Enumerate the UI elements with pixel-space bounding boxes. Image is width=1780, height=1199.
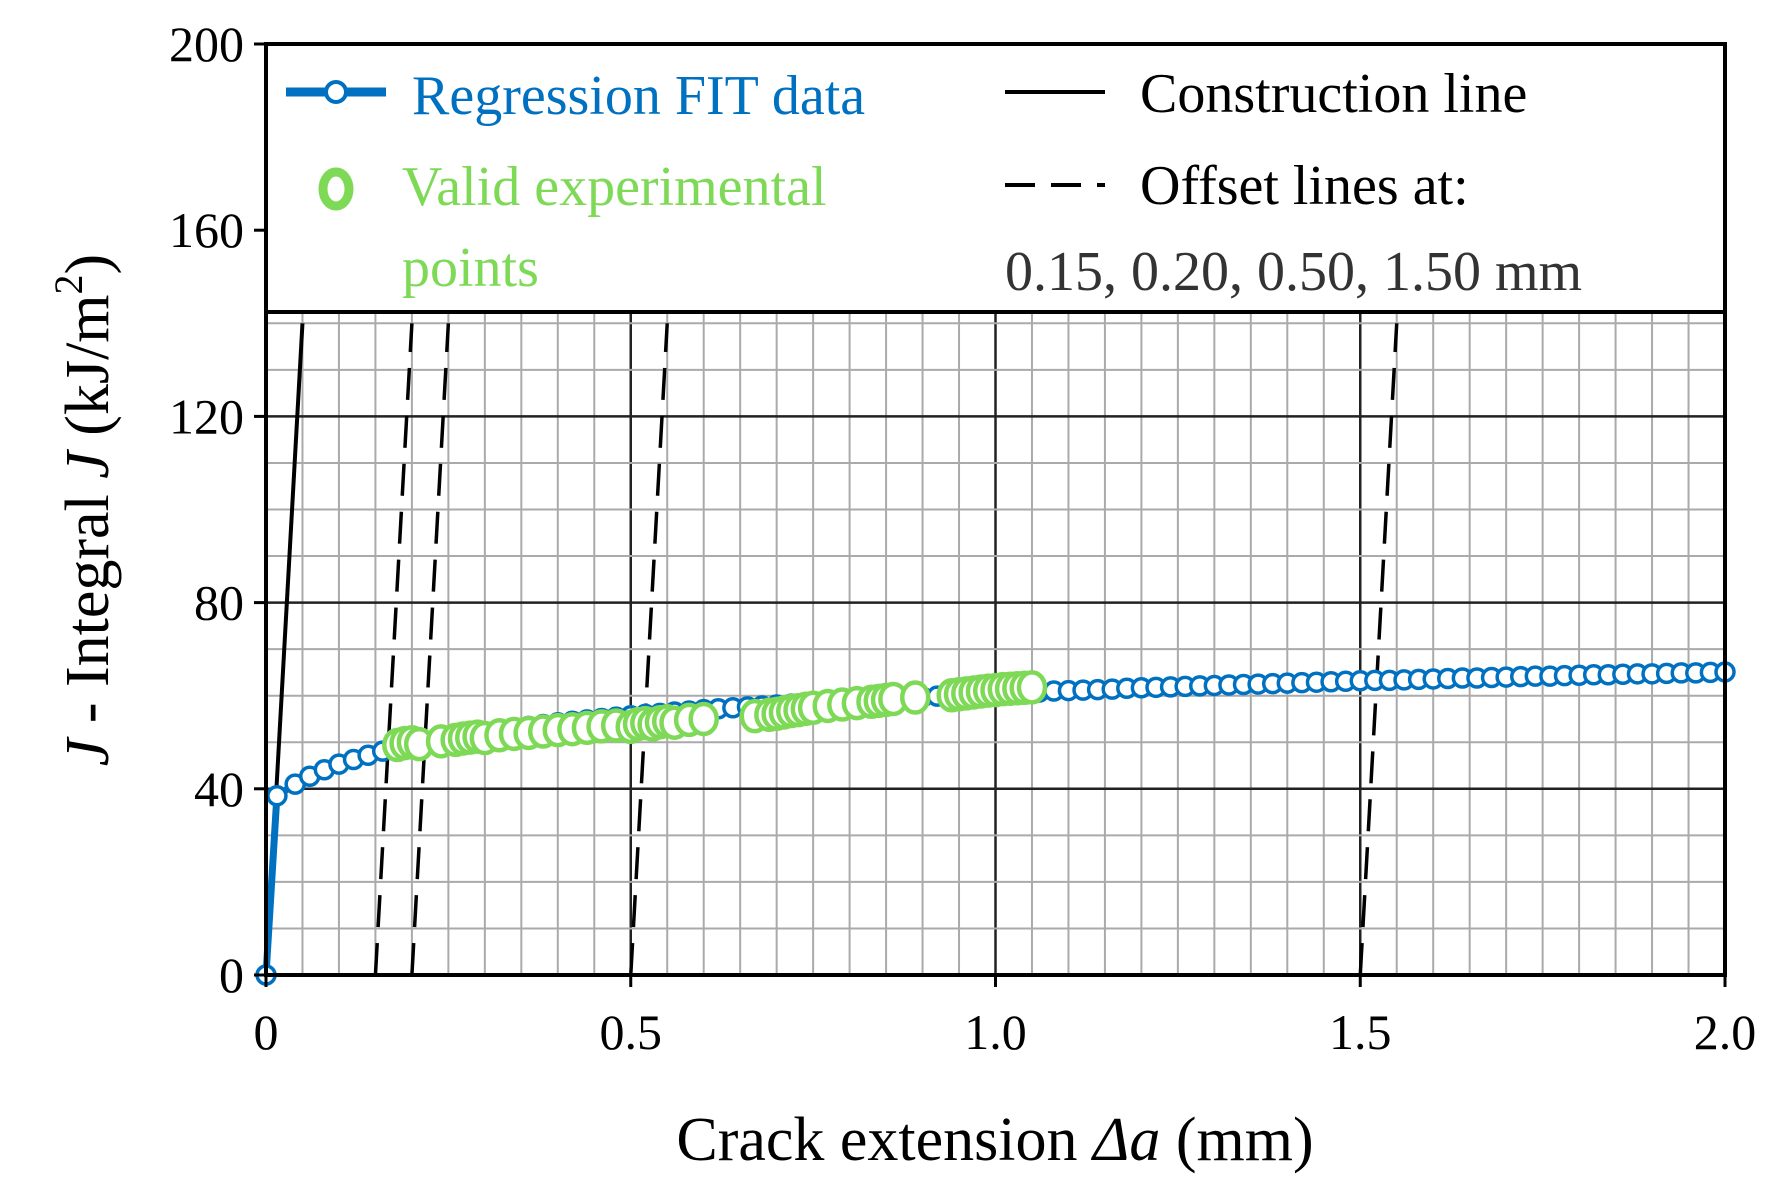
x-tick-label: 0	[254, 1004, 279, 1060]
offset-line	[1358, 323, 1399, 976]
x-axis-ticks: 0 0.5 1.0 1.5 2.0	[254, 975, 1757, 1060]
y-tick-label: 160	[169, 202, 244, 258]
legend-box	[264, 42, 1727, 314]
y-axis-ticks: 0 40 80 120 160 200	[169, 16, 266, 1003]
offset-lines	[373, 323, 1399, 976]
y-tick-label: 200	[169, 16, 244, 72]
experimental-point	[900, 680, 931, 715]
x-tick-label: 1.5	[1329, 1004, 1392, 1060]
legend-experimental-marker	[318, 167, 354, 211]
y-tick-label: 120	[169, 388, 244, 444]
legend-fit-marker	[324, 80, 348, 104]
legend-experimental-label-line2: points	[402, 237, 539, 299]
legend-experimental-label-line1: Valid experimental	[402, 156, 827, 218]
y-tick-label: 40	[194, 761, 244, 817]
offset-line	[373, 323, 414, 976]
experimental-point	[1016, 670, 1048, 705]
y-tick-label: 0	[219, 947, 244, 1003]
offset-line	[410, 323, 451, 976]
legend-construction-label: Construction line	[1140, 63, 1527, 125]
x-tick-label: 2.0	[1694, 1004, 1757, 1060]
y-axis-title: J - Integral J (kJ/m2)	[46, 254, 122, 766]
offset-line	[629, 323, 669, 976]
experimental-series	[382, 670, 1048, 763]
grid	[264, 312, 1727, 977]
x-tick-label: 1.0	[964, 1004, 1027, 1060]
legend-offset-values: 0.15, 0.20, 0.50, 1.50 mm	[1005, 241, 1582, 303]
legend-fit-label: Regression FIT data	[412, 65, 865, 127]
experimental-point	[688, 701, 719, 737]
legend: Regression FIT data Valid experimental p…	[264, 42, 1727, 314]
x-tick-label: 0.5	[600, 1004, 663, 1060]
legend-offset-label: Offset lines at:	[1140, 155, 1469, 217]
fit-point	[266, 785, 288, 807]
x-axis-title: Crack extension Δa (mm)	[676, 1106, 1313, 1174]
y-tick-label: 80	[194, 575, 244, 631]
